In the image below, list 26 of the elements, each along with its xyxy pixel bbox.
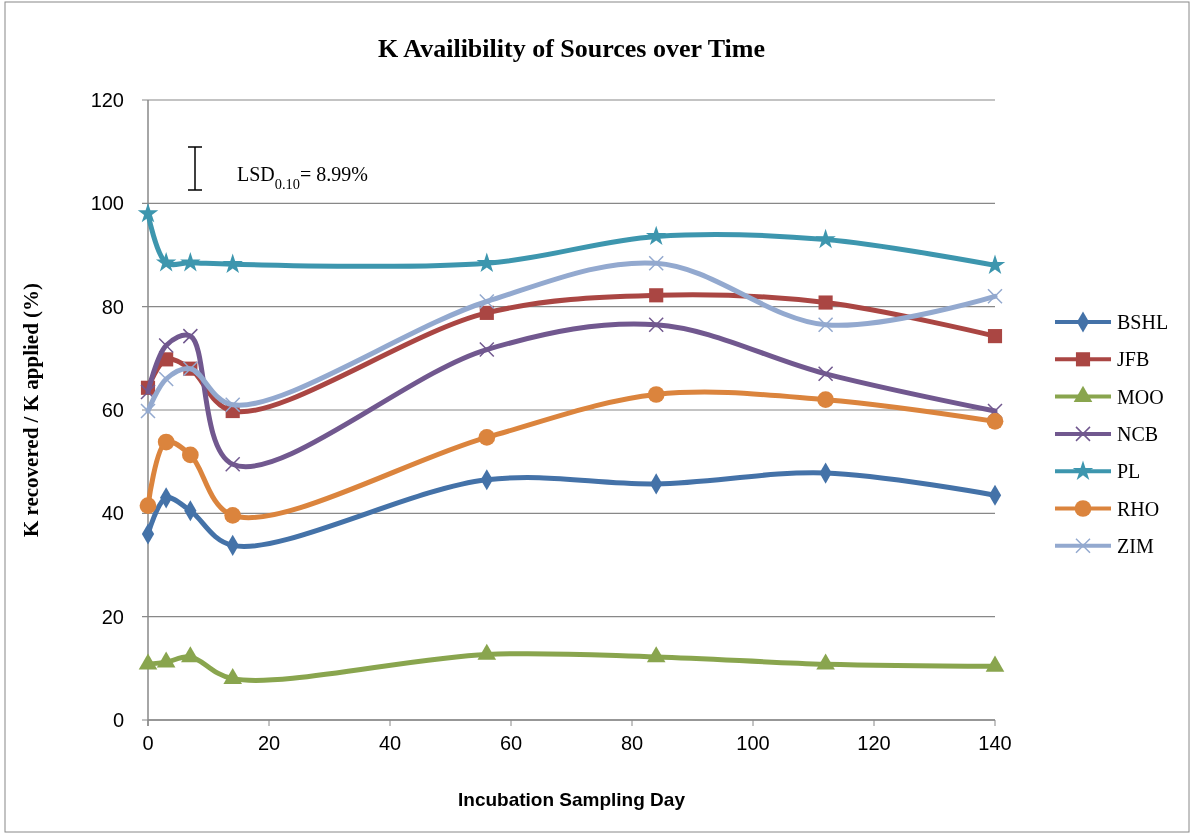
legend-label: PL [1117,460,1141,483]
x-tick-label: 20 [257,732,281,754]
x-tick-label: 0 [142,732,154,754]
x-tick-label: 100 [736,732,770,754]
y-tick-label: 0 [112,709,124,731]
legend-label: JFB [1117,348,1150,371]
chart-title: K Availibility of Sources over Time [378,34,765,63]
x-tick-label: 60 [499,732,523,754]
y-tick-label: 80 [101,295,124,318]
legend-label: MOO [1117,385,1164,408]
legend-label: ZIM [1117,534,1154,557]
y-tick-label: 20 [101,605,124,628]
legend-label: NCB [1117,422,1159,445]
x-tick-label: 80 [620,732,644,754]
x-axis-title: Incubation Sampling Day [458,789,686,810]
legend-label: RHO [1117,497,1160,520]
y-tick-label: 120 [90,89,124,111]
y-tick-label: 40 [101,502,124,525]
y-tick-label: 100 [90,192,124,215]
x-tick-label: 40 [378,732,402,754]
annotation: LSD$_{0.10}$= 8.99% [237,163,368,192]
legend-label: BSHL [1117,311,1169,333]
x-tick-label: 140 [978,732,1012,754]
x-tick-label: 120 [857,732,891,754]
y-tick-label: 60 [101,399,124,421]
y-axis-title: K recovered / K applied (%) [19,282,43,538]
